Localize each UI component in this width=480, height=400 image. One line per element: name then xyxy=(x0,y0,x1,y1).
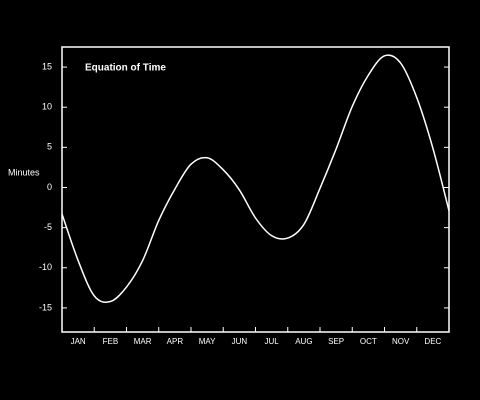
y-tick-label: 15 xyxy=(42,61,52,71)
x-tick-label: OCT xyxy=(360,337,377,346)
y-axis-label: Minutes xyxy=(8,167,40,177)
series-line xyxy=(61,54,450,303)
y-tick-label: -10 xyxy=(39,262,52,272)
x-tick-label: AUG xyxy=(295,337,312,346)
x-tick-label: DEC xyxy=(424,337,441,346)
x-tick-label: FEB xyxy=(103,337,119,346)
x-tick-label: NOV xyxy=(392,337,410,346)
x-tick-label: JAN xyxy=(71,337,86,346)
y-tick-label: -5 xyxy=(44,222,52,232)
plot-frame xyxy=(61,46,450,333)
x-tick-label: JUL xyxy=(265,337,280,346)
x-tick-label: APR xyxy=(167,337,184,346)
x-tick-label: SEP xyxy=(328,337,344,346)
chart-title: Equation of Time xyxy=(85,63,166,74)
y-tick-label: 10 xyxy=(42,102,52,112)
x-tick-label: MAR xyxy=(134,337,152,346)
x-tick-label: JUN xyxy=(232,337,248,346)
x-tick-label: MAY xyxy=(199,337,216,346)
y-tick-label: 5 xyxy=(47,142,52,152)
y-tick-label: 0 xyxy=(47,182,52,192)
y-tick-label: -15 xyxy=(39,302,52,312)
